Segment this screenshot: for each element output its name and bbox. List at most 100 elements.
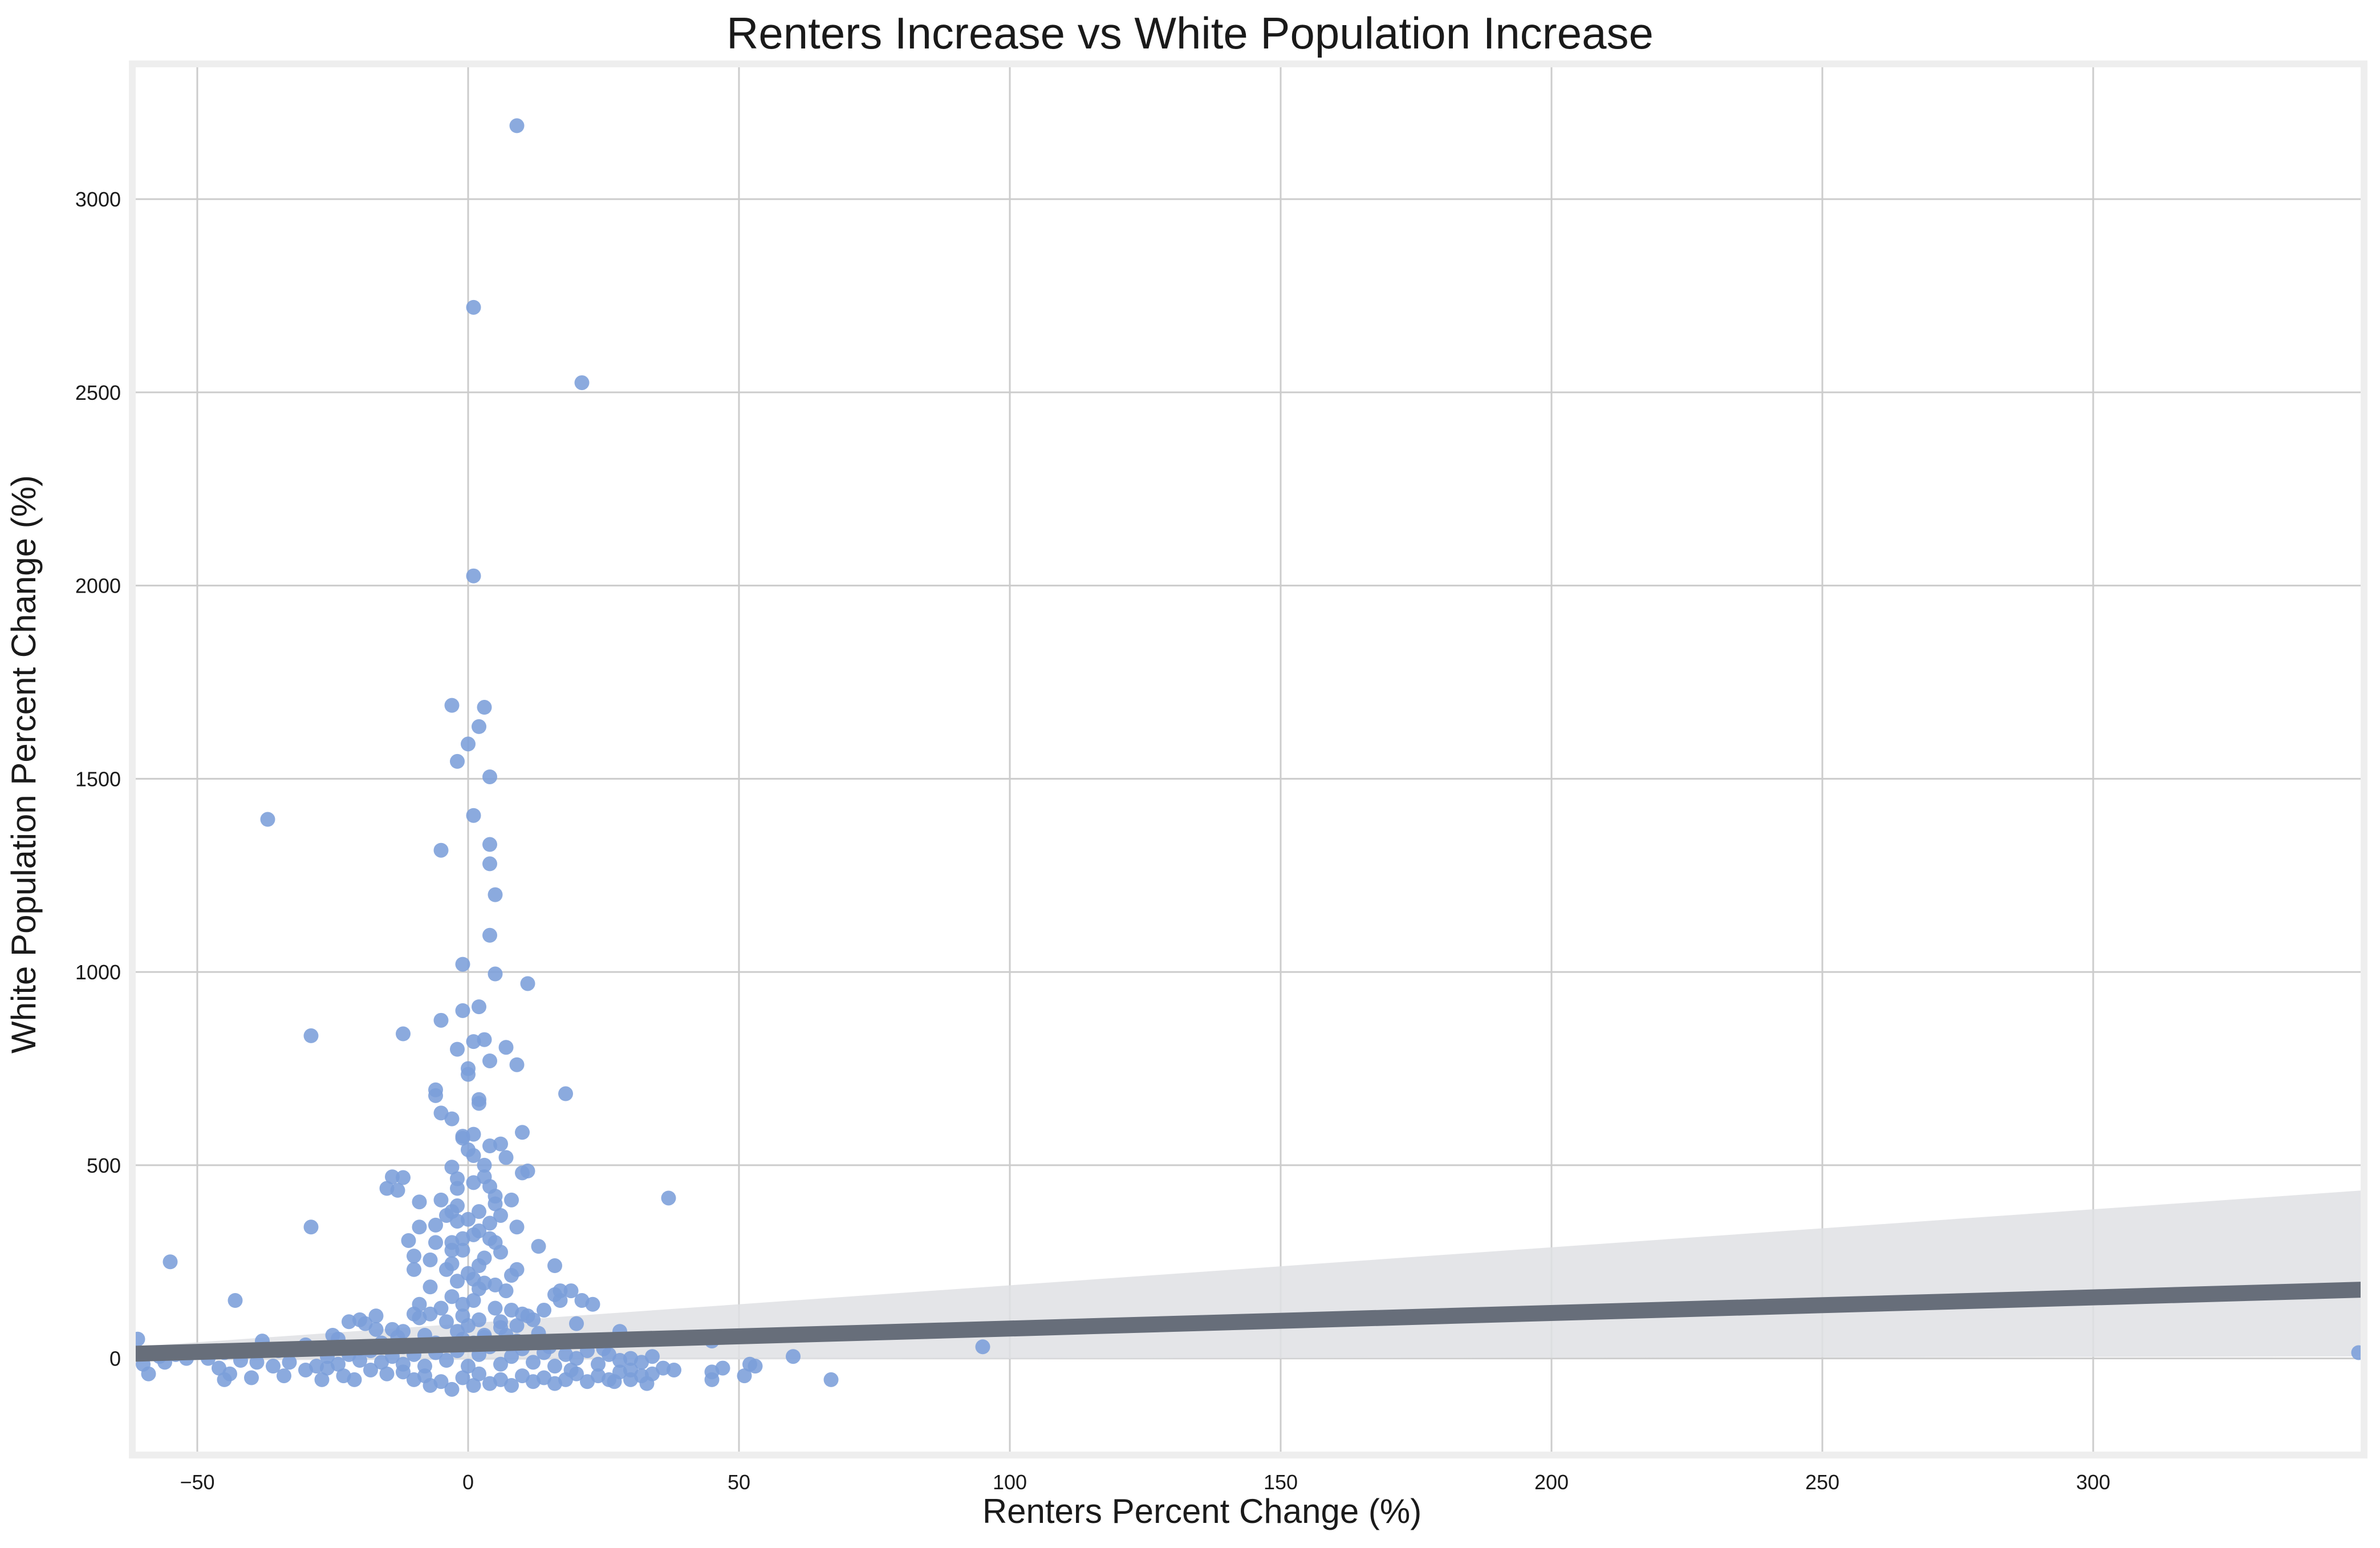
scatter-point [504, 1302, 519, 1318]
scatter-point [472, 999, 486, 1015]
scatter-point [444, 1160, 460, 1175]
scatter-point [455, 1003, 470, 1018]
scatter-point [461, 1067, 476, 1082]
scatter-point [314, 1372, 330, 1387]
scatter-point [466, 808, 481, 823]
scatter-point [433, 1105, 449, 1121]
scatter-point [504, 1192, 519, 1207]
scatter-point [461, 1266, 476, 1281]
scatter-point [607, 1374, 622, 1389]
chart-title: Renters Increase vs White Population Inc… [726, 8, 1654, 58]
scatter-point [428, 1217, 443, 1233]
scatter-point [439, 1353, 454, 1368]
x-tick-label: 150 [1264, 1470, 1298, 1494]
scatter-point [482, 1215, 497, 1231]
scatter-point [645, 1349, 660, 1364]
x-tick-label: 300 [2076, 1470, 2110, 1494]
scatter-point [520, 976, 535, 991]
plot-frame [129, 60, 2367, 1458]
scatter-point [455, 1308, 470, 1324]
scatter-point [488, 1277, 503, 1292]
scatter-point [639, 1376, 655, 1391]
scatter-point [363, 1362, 378, 1377]
scatter-point [379, 1366, 395, 1381]
scatter-point [444, 1256, 460, 1271]
scatter-point [455, 1130, 470, 1146]
scatter-point [574, 375, 590, 390]
scatter-point [249, 1355, 265, 1370]
scatter-point [504, 1378, 519, 1393]
scatter-point [472, 1204, 486, 1219]
scatter-point [482, 837, 497, 852]
scatter-point [493, 1207, 508, 1223]
scatter-point [277, 1368, 291, 1384]
scatter-point [509, 1057, 525, 1072]
y-axis-label: White Population Percent Change (%) [5, 475, 43, 1053]
y-tick-label: 1500 [75, 767, 121, 791]
scatter-point [509, 1318, 525, 1334]
scatter-point [444, 1289, 460, 1304]
scatter-point [444, 1242, 460, 1258]
scatter-point [477, 700, 492, 715]
scatter-point [504, 1349, 519, 1364]
x-tick-label: 200 [1534, 1470, 1569, 1494]
scatter-point [412, 1194, 427, 1210]
scatter-point [439, 1207, 454, 1223]
scatter-point [309, 1359, 324, 1374]
scatter-point [444, 1111, 460, 1126]
scatter-point [488, 887, 503, 902]
scatter-point [472, 1312, 486, 1327]
x-tick-label: 0 [462, 1470, 474, 1494]
scatter-point [433, 1300, 449, 1316]
scatter-point [477, 1250, 492, 1266]
scatter-point [591, 1356, 606, 1372]
scatter-point [423, 1252, 438, 1267]
scatter-point [433, 1012, 449, 1028]
scatter-point [352, 1353, 367, 1368]
scatter-point [303, 1219, 319, 1235]
scatter-point [482, 1053, 497, 1068]
scatter-point [423, 1306, 438, 1322]
scatter-point [266, 1359, 281, 1374]
scatter-point [358, 1316, 373, 1331]
regression-line [132, 1282, 2365, 1362]
scatter-point [715, 1360, 730, 1376]
y-tick-label: 0 [109, 1347, 121, 1371]
scatter-point [228, 1293, 243, 1308]
scatter-point [368, 1322, 384, 1337]
scatter-point [553, 1293, 568, 1308]
scatter-point [423, 1279, 438, 1295]
scatter-point [482, 856, 497, 872]
scatter-point [477, 1157, 492, 1173]
scatter-point [466, 1293, 481, 1308]
scatter-point [526, 1312, 541, 1327]
scatter-point [667, 1362, 681, 1377]
scatter-point [634, 1355, 649, 1370]
scatter-point [217, 1372, 232, 1387]
scatter-point [493, 1372, 508, 1387]
scatter-point [504, 1267, 519, 1283]
scatter-point [433, 1374, 449, 1389]
scatter-point [461, 1359, 476, 1374]
scatter-point [433, 842, 449, 858]
scatter-point [563, 1283, 579, 1299]
y-tick-label: 500 [87, 1154, 121, 1177]
scatter-point [407, 1249, 421, 1264]
scatter-point [482, 1138, 497, 1153]
scatter-point [547, 1258, 562, 1274]
scatter-point [472, 1281, 486, 1296]
scatter-point [493, 1356, 508, 1372]
scatter-point [488, 1300, 503, 1316]
scatter-point [450, 753, 465, 769]
scatter-point [331, 1356, 346, 1372]
y-tick-label: 2500 [75, 381, 121, 404]
scatter-point [461, 736, 476, 752]
confidence-interval-band [132, 1190, 2364, 1361]
scatter-point [748, 1359, 763, 1374]
scatter-point [737, 1368, 752, 1384]
scatter-point [466, 1175, 481, 1190]
scatter-point [509, 118, 525, 133]
scatter-point [141, 1366, 156, 1381]
scatter-point [396, 1026, 411, 1042]
